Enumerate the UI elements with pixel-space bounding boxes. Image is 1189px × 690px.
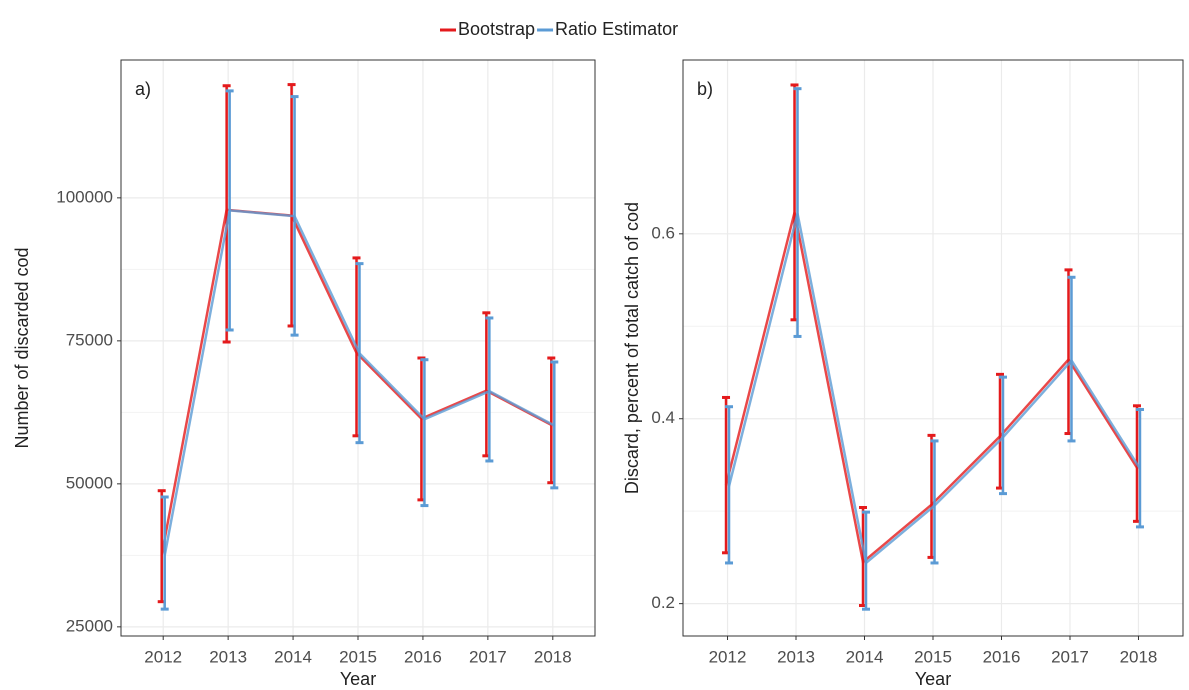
y-tick-label: 50000 xyxy=(66,473,113,492)
y-tick-label: 0.4 xyxy=(651,408,675,427)
x-tick-label: 2014 xyxy=(274,647,312,666)
series-line xyxy=(160,208,552,556)
y-axis-title: Number of discarded cod xyxy=(12,247,32,448)
x-tick-label: 2014 xyxy=(846,647,884,666)
x-tick-label: 2015 xyxy=(914,647,952,666)
x-axis-title: Year xyxy=(340,669,376,689)
panel-label: a) xyxy=(135,79,151,99)
x-tick-label: 2013 xyxy=(209,647,247,666)
y-axis-title: Discard, percent of total catch of cod xyxy=(622,202,642,494)
series-line xyxy=(724,212,1139,565)
x-tick-label: 2017 xyxy=(1051,647,1089,666)
y-tick-label: 0.2 xyxy=(651,593,675,612)
y-tick-label: 100000 xyxy=(56,187,113,206)
x-axis-title: Year xyxy=(915,669,951,689)
plot-border xyxy=(682,59,1184,637)
x-tick-label: 2018 xyxy=(534,647,572,666)
y-tick-label: 0.6 xyxy=(651,223,675,242)
x-tick-label: 2016 xyxy=(404,647,442,666)
x-tick-label: 2017 xyxy=(469,647,507,666)
error-bar xyxy=(420,358,429,508)
panel-label: b) xyxy=(697,79,713,99)
y-tick-label: 25000 xyxy=(66,616,113,635)
y-tick-label: 75000 xyxy=(66,330,113,349)
error-bar xyxy=(930,439,939,565)
x-tick-label: 2016 xyxy=(983,647,1021,666)
legend-label: Ratio Estimator xyxy=(555,19,678,39)
x-tick-label: 2018 xyxy=(1120,647,1158,666)
legend-label: Bootstrap xyxy=(458,19,535,39)
x-tick-label: 2013 xyxy=(777,647,815,666)
error-bar xyxy=(485,316,494,463)
series-line xyxy=(163,209,555,556)
x-tick-label: 2015 xyxy=(339,647,377,666)
error-bar xyxy=(793,87,802,338)
x-tick-label: 2012 xyxy=(709,647,747,666)
series-line xyxy=(727,213,1142,566)
plot-border xyxy=(120,59,596,637)
x-tick-label: 2012 xyxy=(144,647,182,666)
